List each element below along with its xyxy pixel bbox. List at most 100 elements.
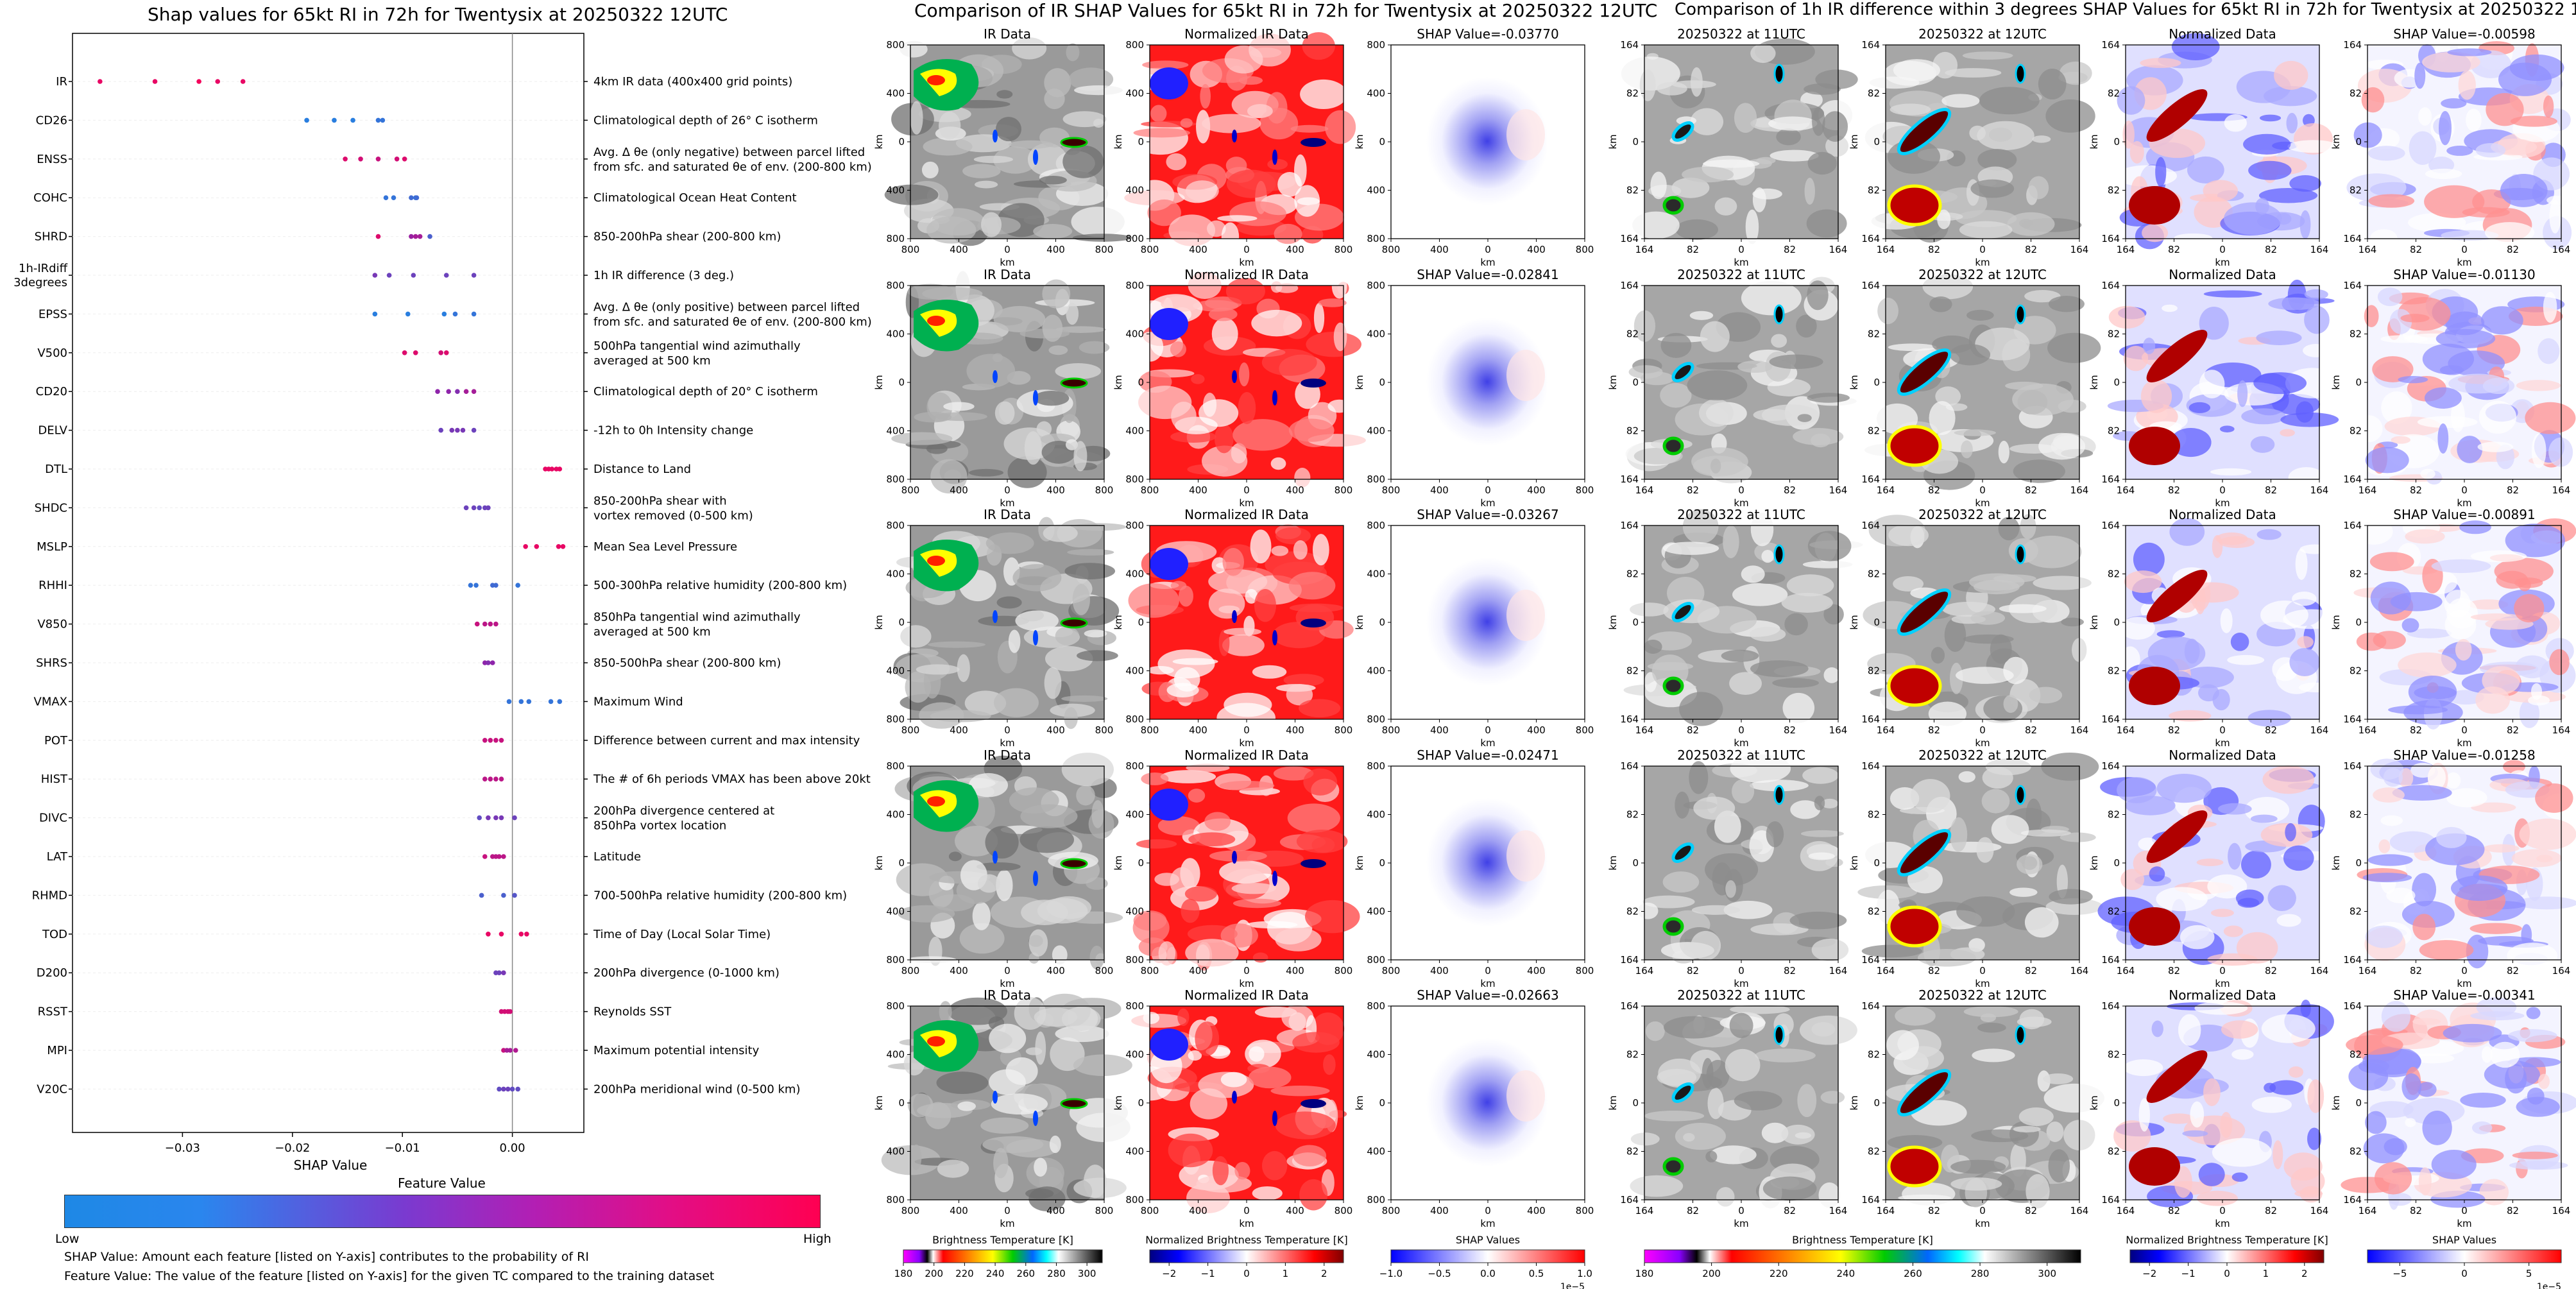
y-tick-label: 400 bbox=[886, 425, 905, 437]
shap-point bbox=[499, 776, 504, 781]
texture-blob bbox=[2124, 1059, 2163, 1077]
ir-storm-core bbox=[1060, 858, 1088, 869]
texture-blob bbox=[2250, 814, 2278, 823]
texture-blob bbox=[1690, 108, 1724, 135]
y-tick-label: 82 bbox=[1868, 568, 1880, 580]
texture-blob bbox=[1076, 1113, 1130, 1142]
x-tick-label: 0 bbox=[1485, 1205, 1491, 1216]
x-tick-label: 164 bbox=[2117, 484, 2135, 496]
x-tick-label: 164 bbox=[1877, 724, 1895, 736]
texture-blob bbox=[898, 905, 955, 923]
x-tick-label: 400 bbox=[1527, 724, 1546, 736]
y-tick-label: 800 bbox=[1125, 954, 1144, 966]
y-tick-label: 800 bbox=[1367, 760, 1385, 772]
texture-blob bbox=[1980, 1013, 1997, 1023]
x-axis-label: km bbox=[1975, 257, 1990, 268]
feature-description: averaged at 500 km bbox=[593, 626, 711, 639]
shap-point bbox=[488, 738, 493, 743]
texture-blob bbox=[1895, 1006, 1936, 1026]
texture-blob bbox=[1299, 699, 1341, 718]
x-tick-label: 400 bbox=[1046, 1205, 1065, 1216]
x-tick-label: 400 bbox=[1430, 244, 1449, 255]
texture-blob bbox=[1172, 658, 1218, 665]
y-tick-label: 164 bbox=[1620, 954, 1639, 966]
feature-label: SHRD bbox=[35, 230, 67, 244]
texture-blob bbox=[1802, 767, 1839, 784]
texture-blob bbox=[2169, 518, 2205, 546]
y-tick-label: 400 bbox=[1125, 665, 1144, 677]
shap-point bbox=[435, 389, 440, 394]
texture-blob bbox=[996, 596, 1022, 609]
normalized-diff-hot bbox=[2146, 810, 2208, 863]
ir-cold-cloud bbox=[993, 851, 998, 864]
x-tick-label: 0 bbox=[1243, 484, 1250, 496]
texture-blob bbox=[1662, 542, 1719, 555]
texture-blob bbox=[1956, 667, 2014, 684]
texture-blob bbox=[2227, 654, 2265, 665]
x-axis-label: km bbox=[1734, 497, 1748, 509]
colorbar-scale-label: 1e−5 bbox=[1560, 1282, 1585, 1289]
texture-blob bbox=[2220, 608, 2233, 633]
ir-data-title: IR Data bbox=[984, 747, 1031, 763]
feature-description: -12h to 0h Intensity change bbox=[593, 424, 753, 438]
texture-blob bbox=[930, 459, 968, 494]
texture-blob bbox=[2500, 174, 2548, 207]
texture-blob bbox=[2138, 1098, 2150, 1132]
y-tick-label: 800 bbox=[886, 280, 905, 291]
texture-blob bbox=[2231, 1172, 2248, 1182]
x-axis-label: km bbox=[1734, 1218, 1748, 1229]
y-tick-label: 0 bbox=[2113, 377, 2120, 388]
shap-ir-title: SHAP Value=-0.02471 bbox=[1417, 747, 1558, 763]
texture-blob bbox=[1977, 149, 2017, 171]
y-tick-label: 800 bbox=[1367, 520, 1385, 531]
x-tick-label: 164 bbox=[2358, 724, 2377, 736]
texture-blob bbox=[1907, 866, 1943, 894]
texture-blob bbox=[1273, 766, 1314, 781]
normalized-cold-cloud bbox=[1232, 370, 1237, 383]
feature-description: 200hPa divergence centered at bbox=[593, 805, 774, 818]
y-axis-label: km bbox=[1113, 134, 1124, 149]
texture-blob bbox=[1931, 647, 1945, 664]
texture-blob bbox=[2210, 468, 2252, 476]
texture-blob bbox=[1741, 565, 1765, 583]
texture-blob bbox=[1922, 274, 1974, 300]
shap-point bbox=[304, 117, 309, 123]
normalized-cold-cloud bbox=[1232, 130, 1237, 142]
y-tick-label: 0 bbox=[2113, 136, 2120, 148]
texture-blob bbox=[1784, 613, 1808, 636]
texture-blob bbox=[1793, 427, 1844, 445]
shap-point bbox=[383, 195, 389, 201]
texture-blob bbox=[2261, 1014, 2316, 1043]
texture-blob bbox=[2418, 107, 2432, 126]
texture-blob bbox=[1929, 401, 1956, 436]
ir-diff-storm bbox=[1887, 184, 1942, 226]
ir-diff-texture bbox=[1625, 277, 1857, 484]
texture-blob bbox=[2190, 1101, 2205, 1128]
x-tick-label: 0 bbox=[1738, 965, 1744, 977]
texture-blob bbox=[1277, 171, 1302, 197]
y-tick-label: 0 bbox=[1632, 617, 1639, 628]
texture-blob bbox=[2377, 287, 2403, 307]
normalized-diff-hot bbox=[2129, 427, 2180, 465]
ir-12utc-title: 20250322 at 12UTC bbox=[1918, 507, 2047, 522]
x-tick-label: 164 bbox=[2358, 484, 2377, 496]
texture-blob bbox=[1007, 456, 1047, 488]
shap-point bbox=[409, 234, 414, 239]
x-tick-label: 164 bbox=[2358, 965, 2377, 977]
x-tick-label: 400 bbox=[1430, 724, 1449, 736]
texture-blob bbox=[1768, 116, 1818, 131]
x-tick-label: 400 bbox=[1430, 484, 1449, 496]
normalized-diff-title: Normalized Data bbox=[2169, 267, 2276, 282]
texture-blob bbox=[2519, 699, 2540, 728]
x-axis-label: km bbox=[1239, 737, 1254, 749]
feature-label: DELV bbox=[38, 424, 67, 438]
x-tick-label: 82 bbox=[2507, 965, 2519, 977]
y-tick-label: 164 bbox=[2101, 39, 2120, 51]
texture-blob bbox=[2451, 400, 2465, 432]
x-axis-label: km bbox=[1000, 978, 1014, 989]
texture-blob bbox=[2510, 115, 2557, 127]
shap-point bbox=[372, 273, 378, 278]
texture-blob bbox=[1138, 386, 1192, 420]
y-tick-label: 0 bbox=[1379, 1097, 1385, 1109]
texture-blob bbox=[2294, 1190, 2323, 1198]
